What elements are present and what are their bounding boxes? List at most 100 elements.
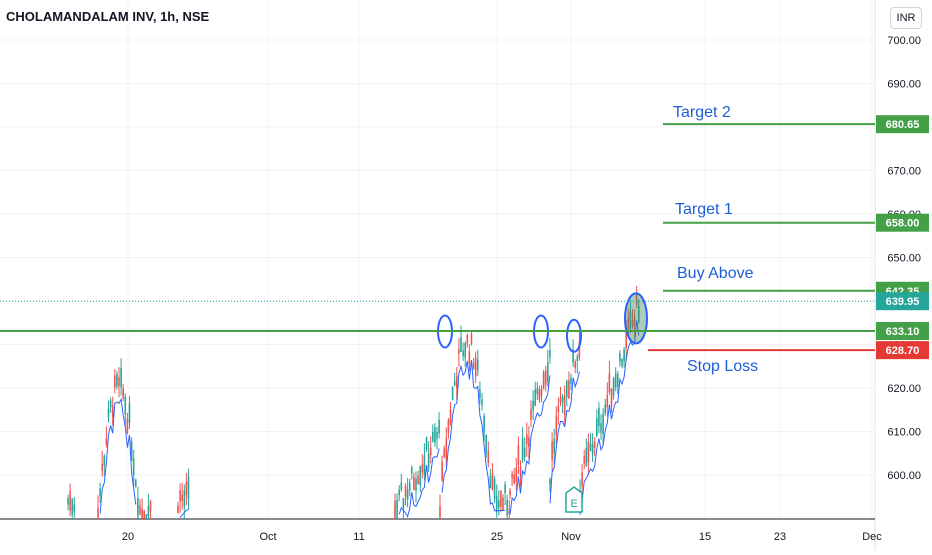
candle-body — [500, 491, 502, 507]
price-level-label: Target 2 — [673, 104, 731, 121]
y-tick-label: 650.00 — [887, 253, 921, 265]
candle-body — [589, 443, 592, 451]
candle-body — [114, 375, 116, 388]
candle-body — [128, 403, 131, 423]
candles — [67, 286, 640, 519]
candle-body — [551, 441, 553, 460]
candle-body — [145, 514, 148, 519]
candle-body — [400, 482, 403, 490]
candle-body — [141, 508, 143, 519]
candle-body — [101, 463, 103, 471]
candle-body — [432, 431, 434, 442]
candle-body — [411, 467, 413, 474]
currency-selector[interactable]: INR — [890, 7, 922, 29]
y-tick-label: 670.00 — [887, 166, 921, 178]
x-tick-label: Dec — [862, 531, 882, 543]
candle-body — [124, 396, 127, 414]
candle-body — [530, 409, 532, 420]
candle-body — [483, 415, 485, 433]
x-tick-label: 23 — [774, 531, 786, 543]
candle-body — [549, 478, 551, 485]
candle-body — [441, 461, 443, 481]
candle-body — [559, 397, 562, 403]
candle-body — [631, 320, 634, 327]
candle-body — [120, 368, 122, 388]
candle-body — [495, 495, 498, 513]
price-level-label: Stop Loss — [687, 358, 758, 375]
moving-average-line — [99, 397, 137, 514]
candle-body — [413, 476, 415, 491]
candle-body — [69, 491, 71, 511]
candle-body — [439, 506, 441, 518]
candle-body — [614, 373, 617, 388]
x-tick-label: Nov — [561, 531, 581, 543]
candle-body — [99, 488, 101, 496]
x-tick-label: 15 — [699, 531, 711, 543]
candle-body — [593, 440, 596, 448]
candle-body — [587, 441, 590, 463]
candle-body — [122, 388, 124, 399]
candle-body — [71, 498, 73, 515]
candle-body — [600, 423, 602, 433]
candle-body — [462, 350, 464, 357]
candle-body — [570, 377, 572, 385]
candle-body — [487, 450, 490, 464]
candle-body — [491, 473, 494, 490]
candle-body — [555, 415, 558, 436]
candle-body — [434, 427, 436, 443]
candle-body — [130, 440, 133, 461]
y-tick-label: 700.00 — [887, 35, 921, 47]
candle-body — [578, 342, 581, 358]
candle-body — [449, 409, 452, 423]
moving-average-line — [549, 371, 580, 504]
candle-body — [623, 349, 625, 362]
candle-body — [561, 396, 564, 403]
candle-body — [137, 497, 139, 517]
candle-body — [585, 447, 588, 466]
candle-body — [447, 420, 450, 433]
candle-body — [438, 419, 440, 434]
candle-body — [458, 349, 460, 354]
candle-body — [521, 438, 524, 460]
candle-body — [581, 472, 583, 487]
candle-body — [519, 466, 522, 477]
moving-average-line — [398, 448, 440, 518]
candle-body — [542, 372, 545, 389]
moving-average-line — [579, 320, 640, 515]
candle-body — [502, 497, 504, 511]
candle-body — [576, 356, 579, 362]
candle-body — [456, 375, 458, 388]
grid — [0, 0, 875, 519]
candle-body — [427, 453, 430, 469]
annotations — [437, 292, 648, 353]
price-tag-label: 680.65 — [886, 119, 920, 131]
candle-body — [568, 380, 570, 399]
price-tag-label: 639.95 — [886, 296, 920, 308]
candle-body — [591, 444, 594, 455]
candle-body — [436, 431, 438, 439]
candle-body — [97, 507, 99, 519]
chart-title: CHOLAMANDALAM INV, 1h, NSE — [6, 9, 210, 24]
candle-body — [583, 456, 585, 464]
candle-body — [464, 343, 466, 358]
candle-body — [633, 316, 636, 327]
candle-body — [177, 505, 179, 514]
candle-body — [526, 434, 528, 445]
price-tag — [876, 322, 929, 341]
candle-body — [470, 333, 473, 344]
candle-body — [135, 479, 137, 487]
candle-body — [544, 370, 547, 385]
candle-body — [629, 311, 632, 329]
candle-body — [183, 490, 186, 507]
candle-body — [132, 458, 135, 476]
candle-body — [425, 437, 428, 450]
candle-body — [509, 490, 511, 496]
earnings-marker-label: E — [570, 498, 577, 510]
candle-body — [511, 473, 513, 479]
candle-body — [107, 408, 110, 418]
candle-body — [419, 466, 421, 486]
candle-body — [404, 485, 407, 497]
candle-body — [602, 413, 604, 435]
